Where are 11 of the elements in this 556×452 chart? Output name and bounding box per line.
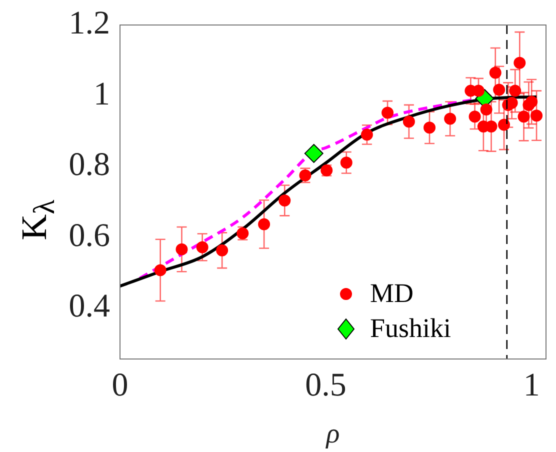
x-tick-label: 0.5: [305, 367, 346, 404]
y-tick-label: 1: [94, 76, 110, 112]
y-tick-label: 0.4: [68, 288, 110, 325]
legend-label: Fushiki: [370, 313, 452, 344]
legend-label: MD: [370, 278, 414, 308]
y-tick-label: 1.2: [68, 6, 110, 42]
x-tick-label: 1: [523, 367, 540, 404]
y-tick-label: 0.6: [68, 218, 110, 254]
x-axis-title: ρ: [325, 418, 340, 450]
x-tick-label: 0: [112, 367, 128, 404]
y-tick-label: 0.8: [68, 147, 110, 184]
